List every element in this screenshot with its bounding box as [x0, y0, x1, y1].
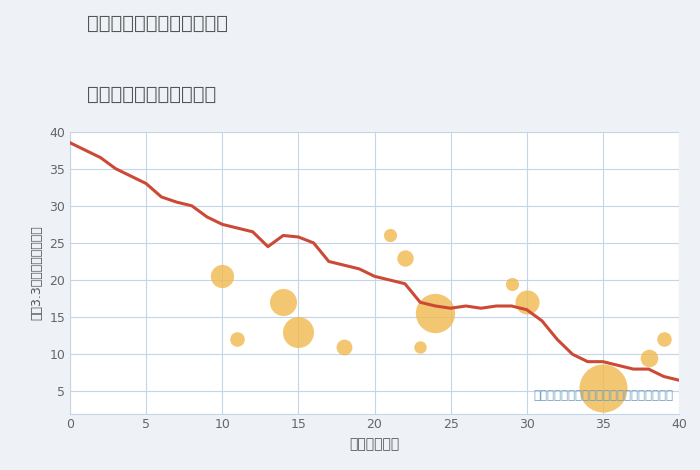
Point: [414, 343, 426, 351]
Text: 築年数別中古戸建て価格: 築年数別中古戸建て価格: [88, 85, 217, 103]
Point: [384, 232, 395, 239]
Point: [217, 273, 228, 280]
X-axis label: 築年数（年）: 築年数（年）: [349, 437, 400, 451]
Point: [521, 298, 532, 306]
Point: [232, 336, 243, 343]
Text: 円の大きさは、取引のあった物件面積を示す: 円の大きさは、取引のあった物件面積を示す: [533, 389, 673, 402]
Point: [293, 328, 304, 336]
Point: [643, 354, 655, 362]
Point: [597, 384, 608, 392]
Point: [399, 254, 410, 261]
Text: 岐阜県養老郡養老町下笠の: 岐阜県養老郡養老町下笠の: [88, 14, 228, 33]
Y-axis label: 坪（3.3㎡）単価（万円）: 坪（3.3㎡）単価（万円）: [31, 225, 43, 320]
Point: [339, 343, 350, 351]
Point: [506, 280, 517, 288]
Point: [658, 336, 669, 343]
Point: [277, 298, 289, 306]
Point: [430, 310, 441, 317]
